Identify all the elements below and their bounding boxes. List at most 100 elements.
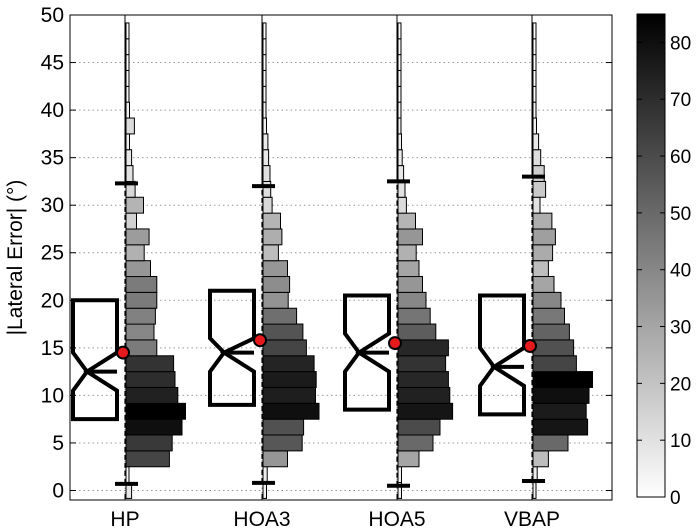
histogram-bar (262, 38, 267, 56)
histogram-bar (262, 101, 267, 119)
histogram-bar (262, 339, 307, 357)
histogram-bar (532, 386, 590, 404)
histogram-bar (532, 307, 565, 325)
y-tick-label: 40 (41, 99, 64, 122)
histogram-bar (125, 260, 151, 278)
histogram-bar (532, 260, 549, 278)
histogram-bar (262, 307, 298, 325)
x-tick-label: HOA3 (233, 508, 290, 531)
histogram-bar (397, 165, 405, 182)
histogram-bar (532, 291, 562, 309)
histogram-bar (125, 307, 156, 325)
plot-frame (69, 14, 613, 501)
histogram-bar (532, 371, 593, 388)
notched-box (208, 288, 256, 407)
histogram-bar (397, 149, 403, 167)
colorbar-tick-label: 60 (670, 147, 691, 168)
colorbar-tick-label: 80 (670, 33, 691, 54)
histogram-bar (532, 450, 549, 468)
histogram-bar (397, 466, 402, 484)
histogram-bar (397, 133, 402, 151)
series-group (71, 15, 593, 499)
colorbar: 0 10 20 30 40 50 60 70 80 (636, 13, 691, 509)
y-tick-label: 45 (41, 52, 64, 75)
histogram-bar (397, 402, 454, 420)
histogram-bar (532, 149, 542, 167)
series-hoa5 (343, 15, 454, 499)
histogram-bar (262, 85, 267, 103)
colorbar-tick-label: 50 (670, 204, 691, 225)
histogram-bar (397, 323, 437, 341)
histogram-bar (125, 54, 130, 71)
histogram-bar (262, 323, 304, 341)
histogram-bar (397, 291, 427, 309)
histogram-bar (125, 386, 179, 404)
histogram-bar (397, 22, 402, 40)
histogram-bar (262, 482, 267, 499)
histogram-bar (532, 180, 547, 198)
histogram-bar (262, 291, 289, 309)
histogram-bar (262, 260, 288, 278)
histogram-bar (125, 38, 130, 56)
histogram-bar (532, 434, 569, 452)
y-tick-label: 35 (41, 147, 64, 170)
histogram-bar (262, 466, 268, 484)
histogram-bar (125, 101, 130, 119)
histogram-bar (262, 165, 271, 182)
histogram-bar (397, 244, 417, 262)
histogram-bar (262, 180, 272, 198)
histogram-bar (397, 355, 447, 373)
histogram-bar (125, 212, 137, 230)
histogram-bar (532, 418, 589, 436)
histogram-bar (532, 133, 540, 151)
histogram-bar (262, 117, 267, 135)
histogram-bar (532, 54, 537, 71)
histogram-bar (397, 450, 420, 468)
histogram-bar (125, 133, 130, 151)
histogram-bar (125, 339, 158, 357)
histogram-bar (532, 22, 537, 40)
colorbar-tick-label: 0 (670, 488, 681, 509)
notched-box (478, 293, 526, 417)
histogram-bar (397, 38, 402, 56)
x-tick-label: HOA5 (368, 508, 425, 531)
histogram-bar (532, 228, 556, 246)
histogram-bar (262, 450, 288, 468)
histogram-bar (262, 355, 315, 373)
histogram-bar (262, 149, 270, 167)
histogram-bar (125, 275, 158, 293)
histogram-bar (397, 418, 441, 436)
histogram-bar (532, 323, 570, 341)
histogram-bar (397, 307, 431, 325)
histogram-bar (397, 101, 402, 119)
histogram-bar (262, 196, 273, 214)
histogram-bar (532, 69, 537, 87)
histogram-bar (532, 85, 537, 103)
histogram-bar (532, 339, 575, 357)
histogram-bar (125, 450, 170, 468)
mean-marker (388, 336, 402, 351)
histogram-bar (397, 117, 402, 135)
y-tick-label: 25 (41, 242, 64, 265)
histogram-bar (397, 371, 449, 388)
histogram-bar (125, 291, 158, 309)
histogram-bar (262, 212, 281, 230)
colorbar-gradient (636, 13, 666, 498)
histogram-bar (532, 244, 554, 262)
y-tick-label: 10 (41, 384, 64, 407)
grid (70, 14, 612, 500)
histogram-bar (125, 196, 144, 214)
x-tick-label: HP (110, 508, 139, 531)
histogram-bar (397, 260, 420, 278)
histogram-bar (125, 466, 130, 484)
histogram-bar (532, 402, 587, 420)
colorbar-tick-label: 10 (670, 431, 691, 452)
histogram-bar (532, 38, 537, 56)
notched-box (343, 293, 391, 412)
histogram-bar (397, 69, 402, 87)
histogram-bar (532, 212, 553, 230)
histogram-bar (125, 244, 145, 262)
histogram-bar (532, 482, 537, 499)
histogram-bar (262, 69, 267, 87)
histogram-bar (262, 22, 267, 40)
